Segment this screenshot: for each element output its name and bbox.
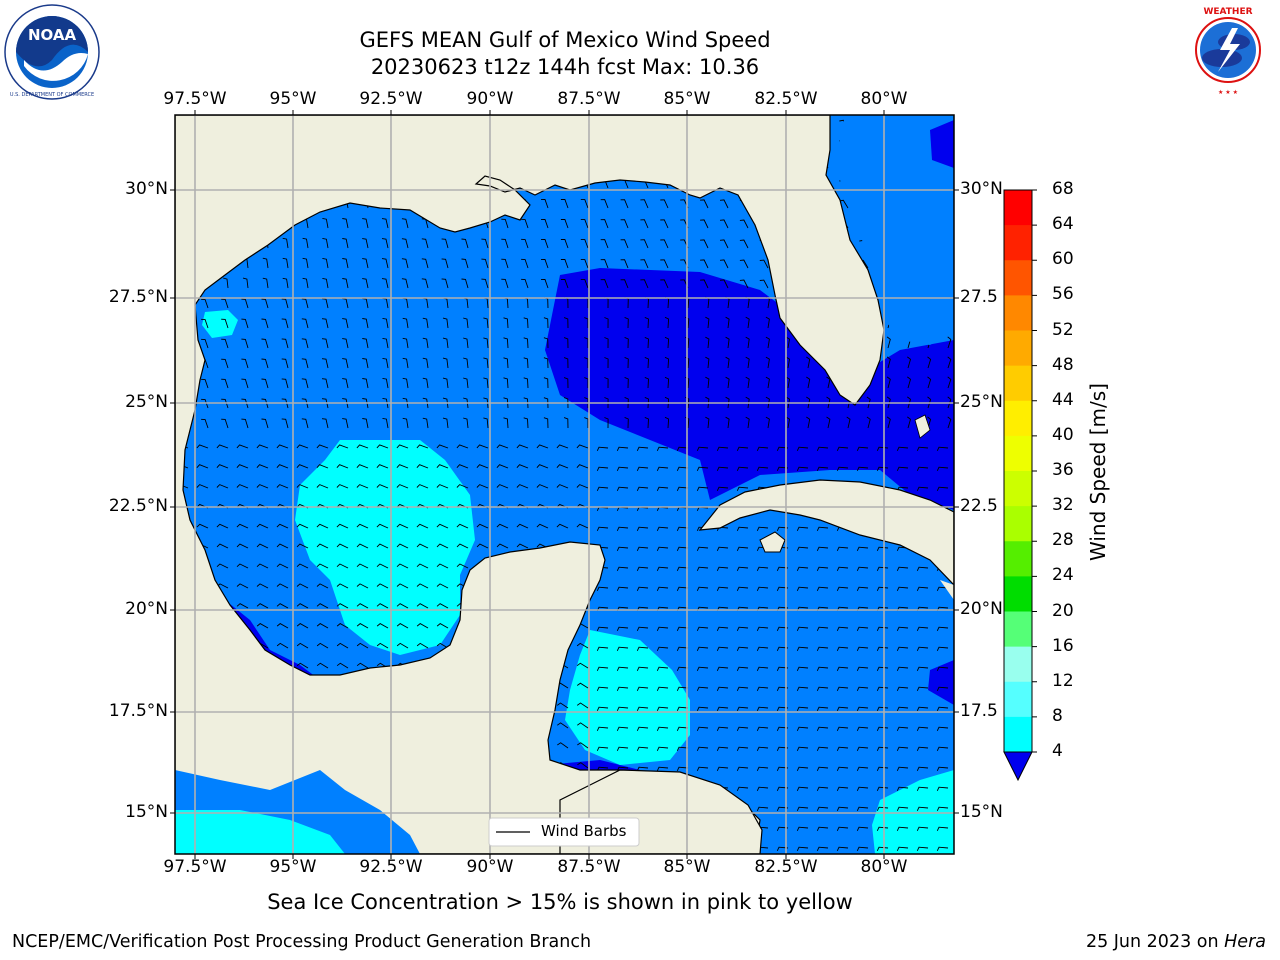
colorbar-band	[1004, 365, 1032, 402]
lat-label-left: 27.5°N	[108, 287, 168, 307]
land-isle-of-youth	[759, 531, 786, 553]
credit-machine: Hera	[1224, 932, 1266, 952]
lon-label-bottom: 80°W	[860, 857, 908, 877]
atlantic-ocean-east	[838, 115, 954, 345]
strong-zone-caribbean-se	[872, 770, 954, 854]
lon-label-top: 82.5°W	[754, 89, 818, 109]
colorbar-tick: 36	[1052, 460, 1074, 480]
colorbar-band	[1004, 506, 1032, 542]
lon-label-top: 87.5°W	[557, 89, 621, 109]
colorbar-tick: 48	[1052, 354, 1074, 375]
svg-text:NOAA: NOAA	[28, 26, 77, 44]
lon-label-bottom: 97.5°W	[163, 857, 227, 877]
lat-label-right: 20°N	[960, 599, 1003, 619]
map-legend	[488, 817, 640, 847]
lat-label-left: 15°N	[125, 802, 168, 822]
colorbar-tick: 56	[1052, 284, 1074, 305]
colorbar-tick: 28	[1052, 530, 1074, 551]
colorbar-band	[1004, 681, 1032, 718]
legend-label: Wind Barbs	[541, 822, 627, 840]
colorbar-tick: 52	[1052, 319, 1074, 340]
credit-date: 25 Jun 2023 on Hera	[1085, 932, 1266, 952]
lat-label-right: 17.5	[960, 701, 998, 721]
lon-label-top: 90°W	[466, 89, 514, 109]
colorbar-tick: 64	[1052, 214, 1074, 235]
colorbar-tick: 8	[1052, 705, 1063, 726]
colorbar-band	[1004, 716, 1032, 753]
lon-label-top: 97.5°W	[163, 89, 227, 109]
lat-label-right: 27.5	[960, 287, 998, 307]
colorbar-extend-arrow	[1003, 751, 1033, 782]
colorbar-band	[1004, 190, 1032, 226]
lon-label-top: 95°W	[269, 89, 317, 109]
colorbar-tick: 32	[1052, 495, 1074, 516]
lon-label-bottom: 85°W	[663, 857, 711, 877]
lon-label-top: 85°W	[663, 89, 711, 109]
lat-label-right: 15°N	[960, 802, 1003, 822]
colorbar-band	[1004, 541, 1032, 577]
nws-logo: WEATHER ★ ★ ★	[1178, 2, 1278, 98]
colorbar-tick: 24	[1052, 565, 1074, 586]
land-north-america	[175, 115, 885, 854]
colorbar-band	[1004, 225, 1032, 261]
lat-label-left: 20°N	[125, 599, 168, 619]
colorbar	[1003, 189, 1037, 782]
strong-zone-nw-coast	[202, 310, 238, 338]
strong-zone-bay-of-campeche	[295, 440, 475, 655]
land-jamaica-area	[940, 580, 954, 600]
colorbar-band	[1004, 295, 1032, 331]
svg-text:★ ★ ★: ★ ★ ★	[1218, 89, 1238, 96]
pacific-strong	[175, 810, 345, 854]
lon-label-bottom: 87.5°W	[557, 857, 621, 877]
lon-label-bottom: 95°W	[269, 857, 317, 877]
colorbar-tick: 16	[1052, 635, 1074, 656]
svg-text:WEATHER: WEATHER	[1203, 7, 1252, 17]
lon-label-top: 92.5°W	[359, 89, 423, 109]
colorbar-title: Wind Speed [m/s]	[1086, 383, 1110, 561]
calm-zone-east-gulf	[545, 268, 954, 510]
lon-label-bottom: 82.5°W	[754, 857, 818, 877]
colorbar-band	[1004, 646, 1032, 683]
colorbar-tick: 44	[1052, 389, 1074, 410]
lon-label-top: 80°W	[860, 89, 908, 109]
colorbar-band	[1004, 435, 1032, 472]
colorbar-band	[1004, 260, 1032, 296]
lat-label-right: 22.5	[960, 496, 998, 516]
strong-zone-yucatan	[565, 630, 690, 765]
colorbar-tick: 4	[1052, 741, 1063, 761]
lat-label-left: 25°N	[125, 392, 168, 412]
calm-zone-east-edge	[928, 660, 954, 705]
atlantic-calm-ne	[930, 120, 954, 168]
colorbar-band	[1004, 611, 1032, 648]
noaa-logo: NOAA U.S. DEPARTMENT OF COMMERCE	[2, 4, 102, 100]
colorbar-band	[1004, 576, 1032, 612]
lon-label-bottom: 90°W	[466, 857, 514, 877]
sea-ice-note: Sea Ice Concentration > 15% is shown in …	[267, 890, 853, 914]
land-bahamas	[914, 414, 931, 439]
map-title: GEFS MEAN Gulf of Mexico Wind Speed	[359, 28, 771, 52]
colorbar-tick: 60	[1052, 249, 1074, 270]
colorbar-tick: 20	[1052, 600, 1074, 621]
map-subtitle: 20230623 t12z 144h fcst Max: 10.36	[370, 55, 760, 79]
lat-label-right: 30°N	[960, 179, 1003, 199]
colorbar-band	[1004, 471, 1032, 507]
colorbar-tick: 40	[1052, 424, 1074, 445]
map-frame	[174, 114, 955, 855]
lat-label-left: 22.5°N	[108, 496, 168, 516]
colorbar-tick: 12	[1052, 670, 1074, 691]
lat-label-left: 17.5°N	[108, 701, 168, 721]
colorbar-band	[1004, 330, 1032, 367]
gridlines	[175, 115, 954, 854]
lat-label-left: 30°N	[125, 179, 168, 199]
lat-label-right: 25°N	[960, 392, 1003, 412]
credit-branch: NCEP/EMC/Verification Post Processing Pr…	[12, 932, 592, 952]
svg-text:U.S. DEPARTMENT OF COMMERCE: U.S. DEPARTMENT OF COMMERCE	[10, 92, 94, 98]
colorbar-band	[1004, 400, 1032, 437]
colorbar-tick: 68	[1052, 179, 1074, 199]
lon-label-bottom: 92.5°W	[359, 857, 423, 877]
